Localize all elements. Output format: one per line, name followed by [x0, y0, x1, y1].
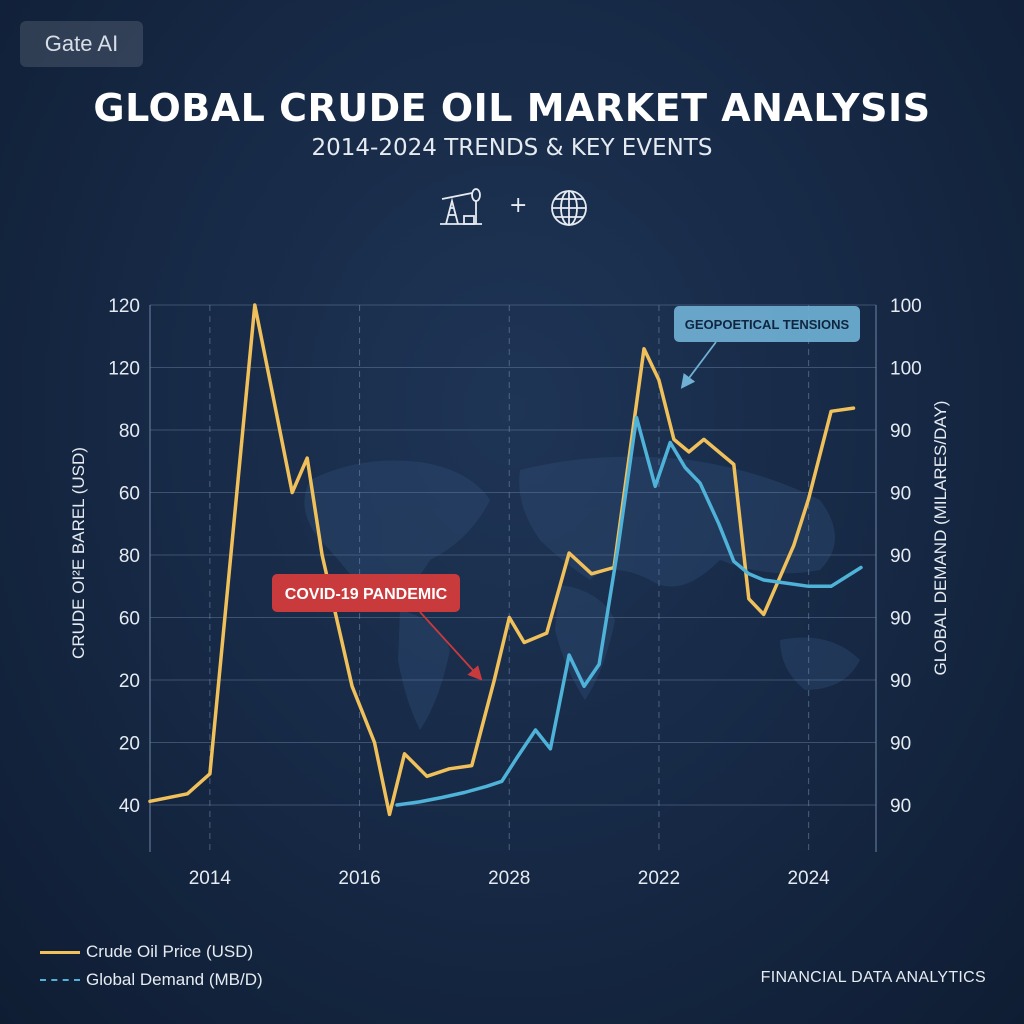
oil-pump-icon — [436, 187, 486, 231]
annotation-geopolitical-arrow — [680, 341, 717, 389]
page-subtitle: 2014-2024 TRENDS & KEY EVENTS — [311, 135, 713, 161]
y-tick-right-label: 90 — [890, 609, 911, 630]
page-title: GLOBAL CRUDE OIL MARKET ANALYSIS — [93, 86, 931, 130]
y-tick-right-label: 90 — [890, 671, 911, 692]
legend-item-oil: Crude Oil Price (USD) — [40, 938, 263, 966]
gate-ai-badge: Gate AI — [20, 21, 143, 67]
y-tick-right-label: 90 — [890, 796, 911, 817]
x-tick-label: 2024 — [787, 868, 830, 889]
y-axis-right-label: GLOBAL DEMAND (MILARES/DAY) — [931, 401, 950, 676]
world-map-backdrop — [304, 456, 860, 730]
y-tick-left-label: 20 — [119, 671, 140, 692]
y-axis-left-label: CRUDE OI²E BAREL (USD) — [69, 447, 88, 659]
annotation-covid-arrow — [419, 611, 483, 681]
y-tick-left-label: 120 — [108, 296, 140, 317]
y-tick-right-label: 90 — [890, 421, 911, 442]
footer-credit: FINANCIAL DATA ANALYTICS — [760, 969, 986, 986]
chart-legend: Crude Oil Price (USD) Global Demand (MB/… — [40, 938, 263, 994]
legend-label-oil: Crude Oil Price (USD) — [86, 942, 254, 961]
annotation-covid-box — [272, 574, 460, 612]
legend-label-demand: Global Demand (MB/D) — [86, 970, 263, 989]
legend-item-demand: Global Demand (MB/D) — [40, 966, 263, 994]
series-line-oil-price — [148, 303, 856, 817]
annotation-geopolitical-box — [674, 306, 860, 342]
y-tick-right-label: 100 — [890, 296, 922, 317]
annotation-covid: COVID-19 PANDEMIC — [272, 574, 483, 681]
y-tick-right-label: 90 — [890, 484, 911, 505]
y-tick-right-label: 100 — [890, 359, 922, 380]
header-icons: + — [436, 187, 596, 231]
y-tick-left-label: 40 — [119, 796, 140, 817]
icon-separator: + — [509, 193, 528, 218]
series-line-global-demand — [395, 415, 863, 807]
x-tick-label: 2022 — [638, 868, 680, 889]
x-tick-label: 2014 — [189, 868, 232, 889]
annotation-covid-label: COVID-19 PANDEMIC — [285, 586, 448, 603]
annotation-geopolitical: GEOPOETICAL TENSIONS — [674, 306, 860, 389]
chart-grid — [149, 304, 877, 852]
legend-swatch-demand — [40, 979, 80, 981]
y-tick-left-label: 80 — [119, 421, 140, 442]
legend-swatch-oil — [40, 950, 80, 954]
x-tick-label: 2028 — [488, 868, 530, 889]
chart-axes: 120 120 80 60 80 60 20 20 40 100 100 90 90 90 90 90 90 90… — [108, 296, 921, 889]
x-tick-label: 2016 — [338, 868, 380, 889]
y-tick-right-label: 90 — [890, 734, 911, 755]
y-tick-right-label: 90 — [890, 546, 911, 567]
globe-icon — [548, 187, 590, 233]
y-tick-left-label: 120 — [108, 359, 140, 380]
y-tick-left-label: 20 — [119, 734, 140, 755]
chart-series — [148, 303, 863, 817]
y-tick-left-label: 60 — [119, 484, 140, 505]
annotation-geopolitical-label: GEOPOETICAL TENSIONS — [685, 317, 850, 332]
y-tick-left-label: 60 — [119, 609, 140, 630]
y-tick-left-label: 80 — [119, 546, 140, 567]
